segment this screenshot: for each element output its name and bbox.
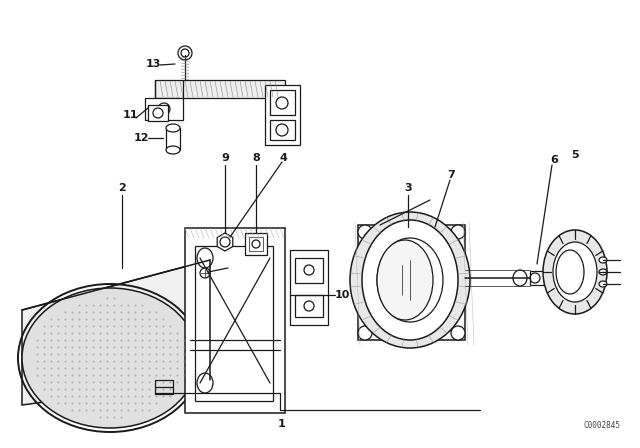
Bar <box>530 271 544 285</box>
Bar <box>185 228 285 413</box>
Bar <box>148 105 168 121</box>
Bar <box>270 120 295 140</box>
Ellipse shape <box>166 146 180 154</box>
Bar <box>249 237 263 251</box>
Ellipse shape <box>451 225 465 239</box>
Bar <box>195 246 273 401</box>
Bar <box>166 128 180 150</box>
Text: 5: 5 <box>571 150 579 160</box>
Polygon shape <box>358 225 465 340</box>
Polygon shape <box>217 233 233 251</box>
Ellipse shape <box>553 242 597 302</box>
Text: C0002845: C0002845 <box>583 421 620 430</box>
Text: 8: 8 <box>252 153 260 163</box>
Text: 7: 7 <box>447 170 455 180</box>
Bar <box>295 295 323 317</box>
Text: 3: 3 <box>404 183 412 193</box>
Bar <box>295 258 323 283</box>
Bar <box>155 80 285 98</box>
Ellipse shape <box>543 230 607 314</box>
Polygon shape <box>22 260 210 405</box>
Text: 13: 13 <box>145 59 161 69</box>
Text: 4: 4 <box>279 153 287 163</box>
Ellipse shape <box>178 46 192 60</box>
Ellipse shape <box>556 250 584 294</box>
Ellipse shape <box>22 288 198 428</box>
Text: 1: 1 <box>278 419 286 429</box>
Ellipse shape <box>513 270 527 286</box>
Text: 2: 2 <box>118 183 126 193</box>
Text: 6: 6 <box>550 155 558 165</box>
Text: 10: 10 <box>334 290 349 300</box>
Ellipse shape <box>200 268 210 278</box>
Text: 9: 9 <box>221 153 229 163</box>
Ellipse shape <box>599 281 607 287</box>
Ellipse shape <box>350 212 470 348</box>
Ellipse shape <box>166 124 180 132</box>
Bar <box>145 98 183 120</box>
Ellipse shape <box>358 225 372 239</box>
Ellipse shape <box>451 326 465 340</box>
Ellipse shape <box>358 326 372 340</box>
Ellipse shape <box>599 269 607 275</box>
Text: 11: 11 <box>122 110 138 120</box>
Ellipse shape <box>377 238 443 322</box>
Ellipse shape <box>362 220 458 340</box>
Bar <box>290 250 328 325</box>
Ellipse shape <box>599 257 607 263</box>
Bar <box>245 233 267 255</box>
Ellipse shape <box>377 240 433 320</box>
Bar <box>155 380 173 394</box>
Bar <box>270 90 295 115</box>
Bar <box>265 85 300 145</box>
Text: 12: 12 <box>133 133 148 143</box>
